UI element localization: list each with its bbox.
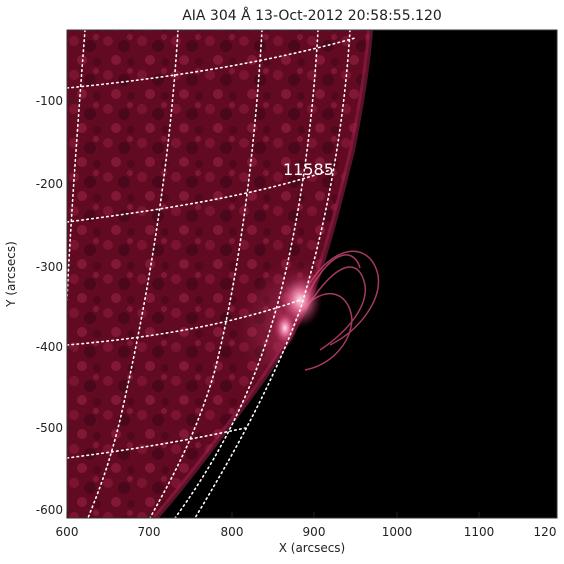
- x-tick-label: 900: [303, 525, 326, 539]
- y-tick-label: -500: [36, 421, 63, 435]
- y-tick-label: -600: [36, 503, 63, 517]
- figure-title: AIA 304 Å 13-Oct-2012 20:58:55.120: [182, 7, 442, 24]
- x-axis: 600 700 800 900 1000 1100 120 X (arcsecs…: [56, 512, 557, 555]
- x-tick-label: 800: [221, 525, 244, 539]
- y-tick-label: -300: [36, 260, 63, 274]
- active-region-label: 11585: [283, 160, 334, 179]
- x-tick-label: 600: [56, 525, 79, 539]
- y-tick-label: -200: [36, 177, 63, 191]
- plot-frame: [66, 29, 558, 519]
- y-tick-label: -100: [36, 94, 63, 108]
- x-axis-label: X (arcsecs): [279, 541, 346, 555]
- heliographic-grid: [67, 30, 356, 518]
- x-tick-label: 1000: [382, 525, 413, 539]
- y-axis-label: Y (arcsecs): [4, 241, 18, 308]
- x-tick-label: 1100: [464, 525, 495, 539]
- x-tick-label: 120: [534, 525, 557, 539]
- x-tick-label: 700: [138, 525, 161, 539]
- flare-ribbon: [273, 310, 297, 346]
- y-axis: -100 -200 -300 -400 -500 -600 Y (arcsecs…: [4, 94, 73, 517]
- y-tick-label: -400: [36, 340, 63, 354]
- solar-image: 11585: [67, 30, 557, 518]
